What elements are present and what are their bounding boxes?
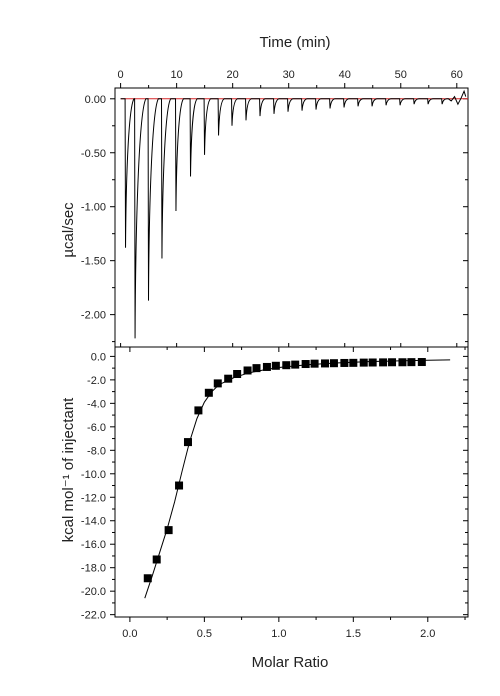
- data-point: [340, 358, 349, 367]
- bottom-x-tick-label: 0.0: [122, 628, 137, 640]
- bottom-x-axis-title: Molar Ratio: [252, 654, 329, 671]
- thermogram-panel: 0 10 20 30 40 50 60 0.00 -0.50 -1.00 -1.50 -2.00: [81, 69, 469, 348]
- data-point: [301, 360, 310, 369]
- data-point: [194, 406, 203, 415]
- data-point: [379, 358, 388, 367]
- data-point: [233, 370, 242, 378]
- data-point: [282, 361, 291, 370]
- data-point: [252, 364, 261, 373]
- bottom-y-tick-label: -14.0: [81, 516, 106, 528]
- bottom-y-tick-label: -6.0: [87, 422, 106, 434]
- top-x-tick-label: 30: [283, 69, 295, 81]
- bottom-x-tick-label: 2.0: [420, 628, 435, 640]
- data-point: [213, 379, 222, 388]
- data-point: [321, 359, 330, 368]
- bottom-y-axis-title: kcal mol⁻¹ of injectant: [60, 397, 77, 542]
- top-x-axis-title: Time (min): [259, 34, 330, 51]
- top-x-tick-label: 0: [118, 69, 124, 81]
- top-y-tick-label: -0.50: [81, 148, 106, 160]
- data-point: [204, 388, 213, 397]
- binding-isotherm-panel: 0.0 0.5 1.0 1.5 2.0 0.0 -2.0 -4.0 -6.0 -8.0 -10.0 -…: [81, 346, 469, 640]
- data-point: [359, 358, 368, 367]
- top-plot-frame: [114, 87, 469, 348]
- top-x-tick-label: 20: [227, 69, 239, 81]
- fit-curve: [144, 359, 451, 599]
- top-y-tick-label: 0.00: [85, 94, 106, 106]
- data-point: [368, 358, 377, 367]
- data-point: [243, 366, 252, 375]
- data-point: [175, 481, 184, 490]
- top-x-tick-label: 40: [339, 69, 351, 81]
- bottom-x-tick-label: 0.5: [197, 628, 212, 640]
- data-point: [143, 574, 152, 583]
- top-y-axis-title: µcal/sec: [60, 202, 77, 258]
- top-y-tick-label: -1.50: [81, 256, 106, 268]
- data-point: [407, 358, 416, 367]
- bottom-y-tick-label: 0.0: [91, 351, 106, 363]
- data-point: [349, 358, 358, 367]
- bottom-y-tick-label: -20.0: [81, 586, 106, 598]
- data-point: [262, 362, 271, 371]
- top-x-tick-label: 60: [451, 69, 463, 81]
- top-x-tick-label: 10: [171, 69, 183, 81]
- bottom-y-tick-label: -8.0: [87, 445, 106, 457]
- data-point: [152, 555, 161, 564]
- data-point: [183, 438, 192, 447]
- bottom-y-tick-label: -4.0: [87, 398, 106, 410]
- data-point: [164, 526, 173, 535]
- top-y-tick-label: -2.00: [81, 310, 106, 322]
- top-x-tick-label: 50: [395, 69, 407, 81]
- thermogram-trace: [120, 89, 467, 339]
- data-point: [417, 358, 426, 367]
- data-point: [398, 358, 407, 367]
- bottom-x-tick-label: 1.0: [271, 628, 286, 640]
- bottom-y-tick-label: -16.0: [81, 539, 106, 551]
- bottom-plot-frame: [114, 346, 469, 618]
- data-point: [271, 361, 280, 370]
- top-y-tick-label: -1.00: [81, 202, 106, 214]
- data-point: [310, 359, 319, 368]
- bottom-y-tick-label: -12.0: [81, 492, 106, 504]
- data-point: [224, 374, 233, 383]
- bottom-y-tick-label: -10.0: [81, 469, 106, 481]
- bottom-y-tick-label: -18.0: [81, 563, 106, 575]
- data-point: [388, 358, 397, 367]
- bottom-x-tick-label: 1.5: [346, 628, 361, 640]
- data-point: [329, 359, 338, 368]
- data-point: [291, 360, 300, 369]
- bottom-y-tick-label: -2.0: [87, 375, 106, 387]
- bottom-y-tick-label: -22.0: [81, 610, 106, 622]
